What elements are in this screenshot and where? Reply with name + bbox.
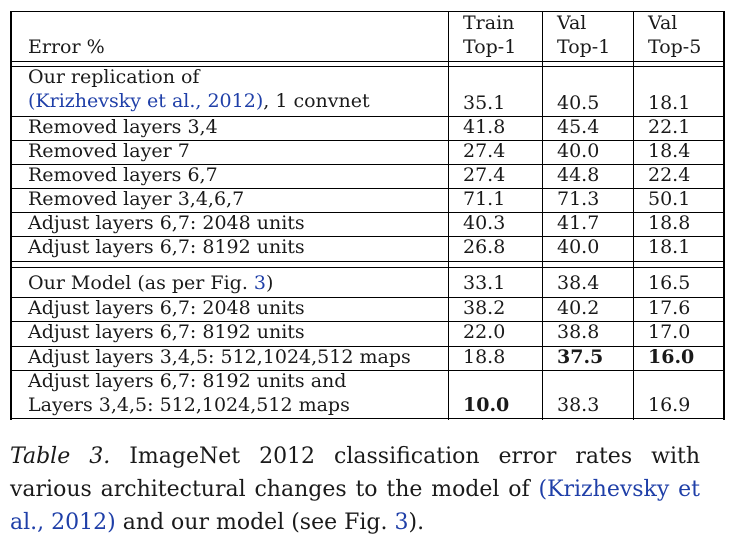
header-rule-double [12,66,723,67]
table-cell: 41.8 [463,116,506,138]
table-cell: 41.7 [557,212,600,234]
row-label: Our replication of [28,66,200,88]
column-header: Val [557,12,587,34]
table-cell: 38.4 [557,272,600,294]
table-cell: 44.8 [557,164,600,186]
table-cell: 71.1 [463,188,506,210]
table-cell: 33.1 [463,272,506,294]
table-cell: 38.3 [557,394,600,416]
row-label: Removed layers 6,7 [28,164,218,186]
table-cell: 40.5 [557,92,600,114]
table-top-rule [12,11,723,12]
column-header: Val [648,12,678,34]
table-cell-best: 10.0 [463,394,510,416]
row-rule [12,116,723,117]
row-label: Adjust layers 6,7: 2048 units [28,297,305,319]
column-header: Train [463,12,515,34]
caption-text: ImageNet 2012 classification error rates… [10,444,700,502]
caption-label: Table 3. [10,444,111,469]
table-cell: 27.4 [463,140,506,162]
row-rule [12,188,723,189]
column-header: Top-1 [463,36,517,58]
table-cell: 38.2 [463,297,506,319]
row-rule [12,370,723,371]
row-label-suffix: , 1 convnet [263,90,370,112]
table-cell: 22.0 [463,321,506,343]
group-rule [12,261,723,262]
table-cell: 22.1 [648,116,691,138]
table-cell: 50.1 [648,188,691,210]
table-cell: 17.6 [648,297,691,319]
row-rule [12,346,723,347]
table-cell: 45.4 [557,116,600,138]
column-header: Top-1 [557,36,611,58]
row-label: Adjust layers 6,7: 8192 units [28,321,305,343]
header-label: Error % [28,36,105,58]
table-cell: 40.2 [557,297,600,319]
row-label-suffix: ) [266,272,274,294]
table-cell: 71.3 [557,188,600,210]
caption-text: ). [408,510,425,535]
row-label: Removed layers 3,4 [28,116,218,138]
table-cell: 18.8 [463,346,506,368]
row-label: Adjust layers 6,7: 8192 units [28,236,305,258]
figure-ref-link[interactable]: 3 [394,510,409,535]
row-rule [12,321,723,322]
table-cell: 26.8 [463,236,506,258]
table-cell: 22.4 [648,164,691,186]
row-rule [12,297,723,298]
table-caption: Table 3. ImageNet 2012 classification er… [10,440,700,539]
column-rule [542,11,543,420]
row-rule [12,140,723,141]
header-rule [12,61,723,62]
table-cell: 17.0 [648,321,691,343]
row-label-prefix: Our Model (as per Fig. [28,272,254,294]
table-cell: 27.4 [463,164,506,186]
row-label: Layers 3,4,5: 512,1024,512 maps [28,394,350,416]
table-cell-best: 37.5 [557,346,604,368]
table-cell: 35.1 [463,92,506,114]
row-label: (Krizhevsky et al., 2012), 1 convnet [28,90,370,112]
row-rule [12,164,723,165]
table-cell: 18.8 [648,212,691,234]
row-rule [12,212,723,213]
row-label: Removed layer 3,4,6,7 [28,188,245,210]
table-cell: 40.0 [557,236,600,258]
table-cell-best: 16.0 [648,346,695,368]
figure-ref-link[interactable]: 3 [253,272,267,294]
table-cell: 16.5 [648,272,691,294]
row-label: Adjust layers 6,7: 2048 units [28,212,305,234]
table-cell: 18.4 [648,140,691,162]
citation-link[interactable]: (Krizhevsky et al., 2012) [10,477,700,535]
column-header: Top-5 [648,36,702,58]
table-cell: 18.1 [648,236,691,258]
results-table: Error % Train Top-1 Val Top-1 Val Top-5 … [10,11,725,420]
row-label: Removed layer 7 [28,140,190,162]
table-cell: 38.8 [557,321,600,343]
row-label: Our Model (as per Fig. 3) [28,272,273,294]
group-rule-double [12,267,723,268]
table-cell: 16.9 [648,394,691,416]
column-rule [633,11,634,420]
row-rule [12,236,723,237]
column-rule [448,11,449,420]
table-cell: 40.0 [557,140,600,162]
table-cell: 18.1 [648,92,691,114]
row-label: Adjust layers 6,7: 8192 units and [28,370,347,392]
caption-text: and our model (see Fig. [115,510,395,535]
citation-link[interactable]: (Krizhevsky et al., 2012) [28,90,264,112]
row-label: Adjust layers 3,4,5: 512,1024,512 maps [28,346,411,368]
table-cell: 40.3 [463,212,506,234]
table-bottom-rule [12,418,723,419]
